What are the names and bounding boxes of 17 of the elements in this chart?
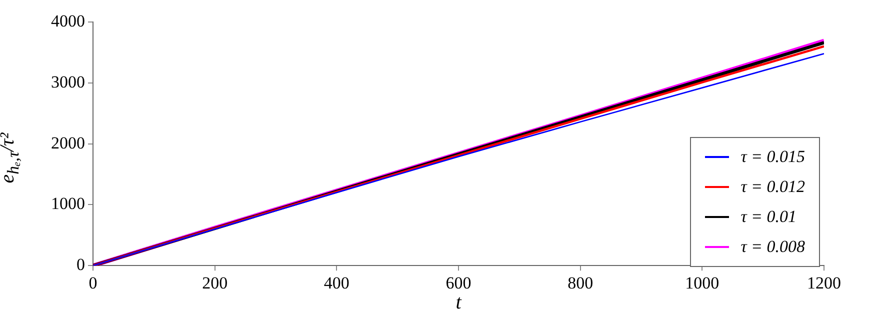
- x-tick-label: 800: [568, 273, 594, 292]
- x-tick-label: 200: [202, 273, 228, 292]
- x-tick-label: 1200: [807, 273, 841, 292]
- x-tick-label: 600: [446, 273, 472, 292]
- y-tick-label: 4000: [51, 11, 85, 30]
- legend-label: τ = 0.015: [740, 147, 805, 167]
- x-tick-label: 400: [324, 273, 350, 292]
- x-tick-label: 1000: [685, 273, 720, 292]
- legend-label: τ = 0.008: [740, 237, 805, 257]
- legend-label: τ = 0.012: [740, 177, 805, 197]
- y-tick-label: 0: [76, 255, 85, 274]
- y-tick-label: 3000: [51, 72, 85, 92]
- y-tick-label: 2000: [51, 133, 85, 152]
- x-tick-label: 0: [88, 273, 98, 292]
- x-axis-title: t: [456, 291, 462, 314]
- legend-label: τ = 0.01: [740, 207, 796, 227]
- y-tick-label: 1000: [51, 194, 85, 214]
